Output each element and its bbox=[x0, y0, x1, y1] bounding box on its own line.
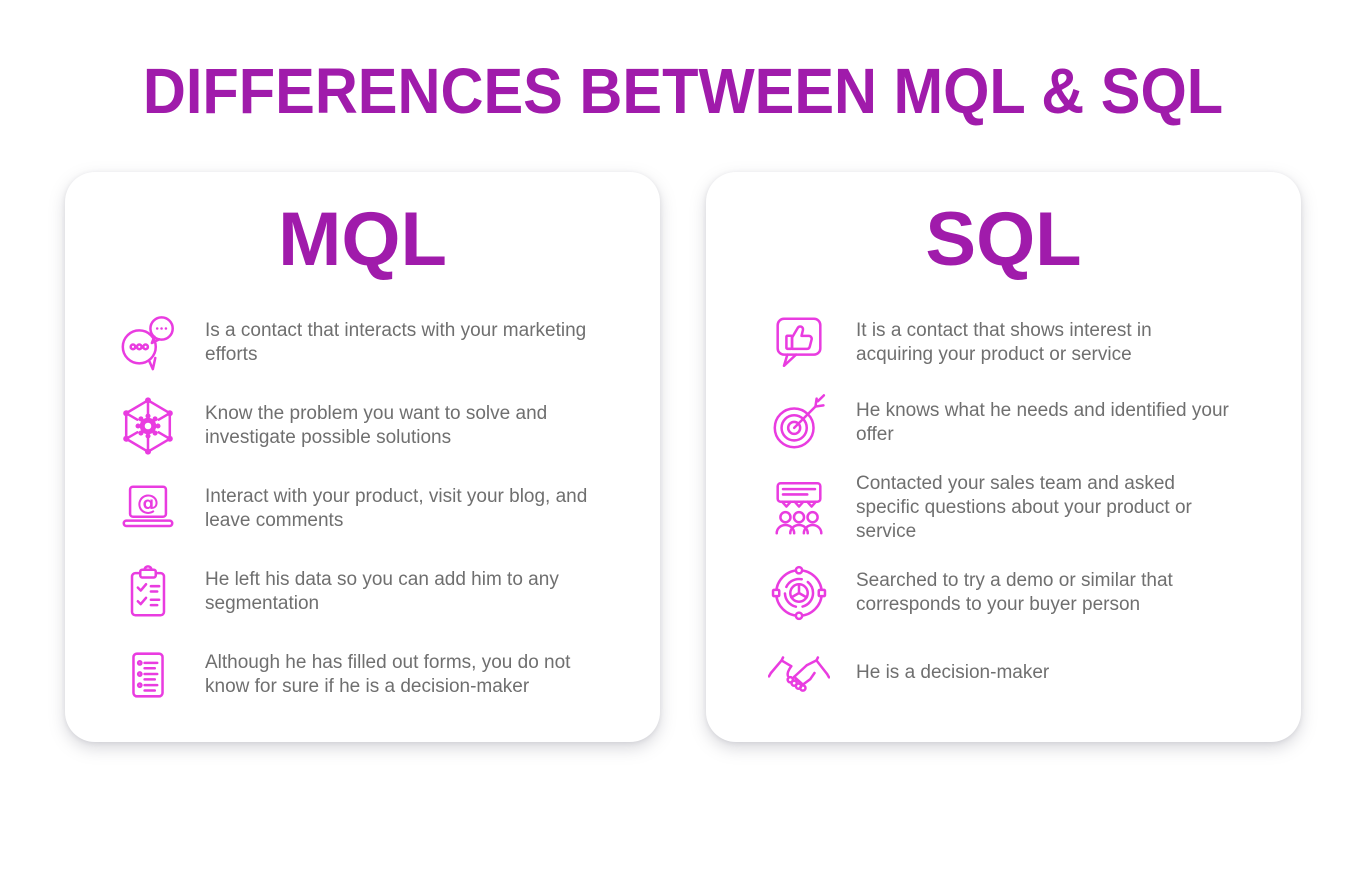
list-item: Although he has filled out forms, you do… bbox=[117, 644, 660, 706]
thumbs-up-bubble-icon bbox=[768, 312, 832, 374]
mql-heading: MQL bbox=[278, 197, 447, 282]
list-item: @ Interact with your product, visit your… bbox=[117, 478, 660, 540]
clipboard-checklist-icon bbox=[117, 561, 181, 623]
sql-card: SQL It is a contact that shows interest … bbox=[706, 172, 1301, 742]
list-item: He left his data so you can add him to a… bbox=[117, 561, 660, 623]
list-item-text: Searched to try a demo or similar that c… bbox=[856, 570, 1173, 615]
sql-item-list: It is a contact that shows interest in a… bbox=[768, 312, 1301, 704]
list-item: Contacted your sales team and asked spec… bbox=[768, 472, 1301, 544]
list-item-text: He knows what he needs and identified yo… bbox=[856, 400, 1229, 445]
comparison-cards: MQL Is a contact that interacts with you… bbox=[0, 172, 1366, 742]
mql-item-list: Is a contact that interacts with your ma… bbox=[117, 312, 660, 706]
list-item-text: Contacted your sales team and asked spec… bbox=[856, 473, 1192, 542]
list-item: Know the problem you want to solve and i… bbox=[117, 395, 660, 457]
sql-heading: SQL bbox=[925, 197, 1082, 282]
list-item: It is a contact that shows interest in a… bbox=[768, 312, 1301, 374]
target-arrow-icon bbox=[768, 392, 832, 454]
list-item-text: He is a decision-maker bbox=[856, 662, 1050, 683]
list-item-text: Although he has filled out forms, you do… bbox=[205, 652, 571, 697]
page-title: DIFFERENCES BETWEEN MQL & SQL bbox=[142, 55, 1224, 127]
network-gear-icon bbox=[117, 395, 181, 457]
list-item-text: Know the problem you want to solve and i… bbox=[205, 403, 548, 448]
list-item: He is a decision-maker bbox=[768, 642, 1301, 704]
svg-text:@: @ bbox=[137, 490, 159, 516]
list-item-text: Is a contact that interacts with your ma… bbox=[205, 320, 587, 365]
list-item: Is a contact that interacts with your ma… bbox=[117, 312, 660, 374]
laptop-at-icon: @ bbox=[117, 478, 181, 540]
handshake-icon bbox=[768, 642, 832, 704]
list-item-text: Interact with your product, visit your b… bbox=[205, 486, 588, 531]
document-list-icon bbox=[117, 644, 181, 706]
demo-pie-network-icon bbox=[768, 562, 832, 624]
mql-card: MQL Is a contact that interacts with you… bbox=[65, 172, 660, 742]
list-item-text: He left his data so you can add him to a… bbox=[205, 569, 559, 614]
chat-bubbles-icon bbox=[117, 312, 181, 374]
list-item: He knows what he needs and identified yo… bbox=[768, 392, 1301, 454]
sales-team-chat-icon bbox=[768, 477, 832, 539]
list-item-text: It is a contact that shows interest in a… bbox=[856, 320, 1152, 365]
list-item: Searched to try a demo or similar that c… bbox=[768, 562, 1301, 624]
